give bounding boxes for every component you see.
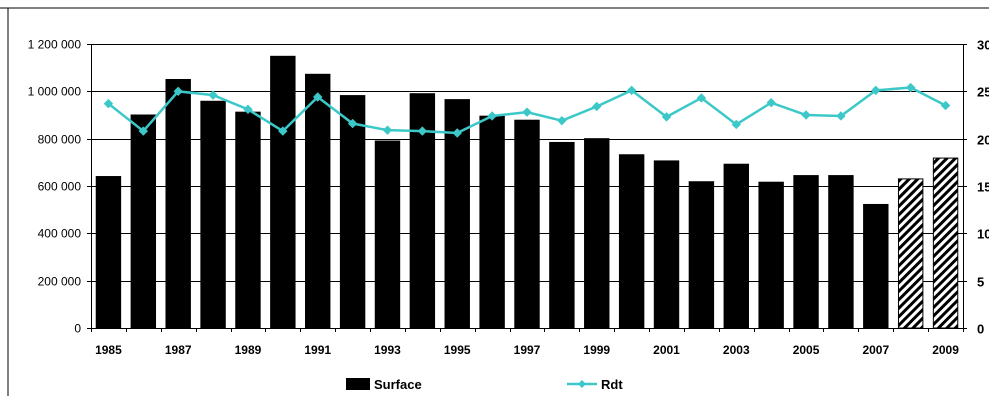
x-tick-label: 1989 xyxy=(235,343,262,357)
bar-surface-2002 xyxy=(688,181,715,329)
bar-surface-1986 xyxy=(130,114,157,329)
bar-surface-1988 xyxy=(200,100,226,329)
right-tick-label: 30 xyxy=(977,38,989,53)
bar-surface-2003 xyxy=(723,163,749,329)
x-tick-label: 1993 xyxy=(374,343,401,357)
x-tick-label: 2005 xyxy=(793,343,820,357)
point-rdt-1985 xyxy=(103,98,114,109)
bar-surface-2001 xyxy=(653,160,680,329)
point-rdt-1996 xyxy=(487,111,497,121)
point-rdt-2007 xyxy=(871,85,881,96)
point-rdt-1994 xyxy=(417,126,428,136)
bar-surface-1998 xyxy=(549,141,575,329)
bar-surface-1989 xyxy=(235,111,261,329)
bar-surface-2006 xyxy=(828,175,854,329)
bar-surface-2007 xyxy=(863,203,889,329)
point-rdt-2009 xyxy=(940,100,951,111)
legend: Surface Rdt xyxy=(346,377,623,392)
bar-surface-2004 xyxy=(758,181,784,329)
point-rdt-2006 xyxy=(836,111,846,121)
legend-label-surface: Surface xyxy=(374,377,422,392)
left-tick-label: 1 000 000 xyxy=(28,85,82,99)
bar-surface-1993 xyxy=(374,140,401,329)
left-tick-label: 200 000 xyxy=(38,275,82,289)
x-tick-label: 2003 xyxy=(723,343,750,357)
point-rdt-1995 xyxy=(452,128,462,138)
right-tick-label: 20 xyxy=(977,133,989,148)
bar-surface-2009 xyxy=(932,157,959,329)
left-tick-label: 0 xyxy=(74,322,81,336)
bar-surface-1999 xyxy=(584,138,610,329)
right-tick-label: 5 xyxy=(977,275,984,290)
x-tick-labels: 1985 1987 1989 1991 1993 1995 1997 1999 2001 2003… xyxy=(95,343,959,357)
bar-surface-2008 xyxy=(897,178,924,329)
line-layer xyxy=(103,82,951,138)
point-rdt-1992 xyxy=(347,118,358,129)
x-tick-label: 2001 xyxy=(653,343,680,357)
point-rdt-1986 xyxy=(138,126,149,136)
x-tick-label: 2009 xyxy=(932,343,959,357)
point-rdt-1989 xyxy=(243,104,253,115)
bar-surface-1992 xyxy=(339,95,366,329)
point-rdt-1990 xyxy=(278,126,288,136)
right-tick-label: 25 xyxy=(977,85,989,100)
right-tick-label: 15 xyxy=(977,180,989,195)
point-rdt-2001 xyxy=(661,112,672,122)
point-rdt-1987 xyxy=(173,86,183,97)
right-tick-label: 0 xyxy=(977,322,984,337)
x-tick-label: 1991 xyxy=(304,343,331,357)
bar-surface-1985 xyxy=(95,176,122,329)
bar-surface-2005 xyxy=(793,175,819,329)
x-tick-label: 1997 xyxy=(514,343,541,357)
point-rdt-2003 xyxy=(731,119,741,130)
bar-surface-1987 xyxy=(165,79,191,329)
bar-surface-1997 xyxy=(514,119,540,329)
bar-surface-1996 xyxy=(479,115,505,329)
right-tick-labels: 0 5 10 15 20 25 30 xyxy=(977,38,989,337)
left-tick-labels: 0 200 000 400 000 600 000 800 000 1 000 000 1 … xyxy=(28,38,82,336)
bar-surface-1990 xyxy=(270,55,296,329)
legend-swatch-surface xyxy=(346,378,370,390)
point-rdt-1999 xyxy=(592,101,602,112)
x-tick-label: 1995 xyxy=(444,343,471,357)
point-rdt-1993 xyxy=(382,125,393,135)
point-rdt-1988 xyxy=(208,90,218,100)
point-rdt-1998 xyxy=(557,115,567,126)
left-tick-label: 1 200 000 xyxy=(28,38,82,52)
point-rdt-2004 xyxy=(766,97,776,108)
right-tick-label: 10 xyxy=(977,227,989,242)
x-tick-label: 1985 xyxy=(95,343,122,357)
legend-label-rdt: Rdt xyxy=(601,377,623,392)
point-rdt-1997 xyxy=(522,107,532,117)
left-tick-label: 400 000 xyxy=(38,227,82,241)
x-tick-label: 2007 xyxy=(862,343,889,357)
x-tick-label: 1987 xyxy=(165,343,192,357)
legend-swatch-rdt-marker xyxy=(578,380,586,388)
point-rdt-1991 xyxy=(313,92,323,102)
point-rdt-2002 xyxy=(696,93,707,103)
bar-surface-2000 xyxy=(618,154,645,329)
point-rdt-2005 xyxy=(801,110,811,120)
left-tick-label: 600 000 xyxy=(38,180,82,194)
point-rdt-2008 xyxy=(905,82,916,93)
bar-surface-1991 xyxy=(305,73,331,329)
point-rdt-2000 xyxy=(626,85,637,96)
x-tick-label: 1999 xyxy=(583,343,610,357)
left-tick-label: 800 000 xyxy=(38,133,82,147)
axes-layer xyxy=(0,7,989,396)
bars-layer xyxy=(95,55,959,329)
